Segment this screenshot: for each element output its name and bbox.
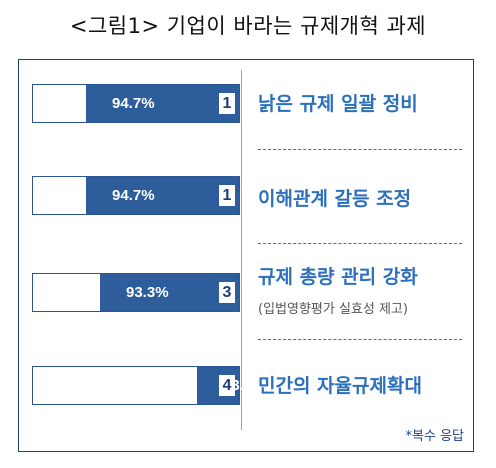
- category-label: 낡은 규제 일괄 정비: [258, 93, 418, 115]
- figure-title: <그림1> 기업이 바라는 규제개혁 과제: [69, 14, 427, 38]
- category-label: 규제 총량 관리 강화: [258, 266, 418, 288]
- bar-value-label: 93.3%: [126, 284, 169, 301]
- bar-track: 94.7% 1: [32, 84, 240, 123]
- bar-track: 94.7% 1: [32, 176, 240, 215]
- footnote: *복수 응답: [405, 429, 464, 444]
- rank-badge: 1: [219, 185, 235, 206]
- category-sublabel: (입법영향평가 실효성 제고): [258, 302, 408, 317]
- row-divider: [258, 243, 462, 244]
- bar-track: 93.3% 3: [32, 273, 240, 312]
- bar-value-label: 94.7%: [112, 187, 155, 204]
- rank-badge: 3: [219, 282, 235, 303]
- chart-frame: [18, 59, 474, 452]
- category-label: 민간의 자율규제확대: [258, 375, 422, 397]
- bar: [86, 177, 239, 214]
- bar-value-label: 94.7%: [112, 95, 155, 112]
- row-divider: [258, 149, 462, 150]
- bar-track: 83.7% 4: [32, 366, 266, 405]
- bar: [100, 274, 239, 311]
- row-divider: [258, 339, 462, 340]
- bar: [86, 85, 239, 122]
- rank-badge: 1: [219, 93, 235, 114]
- rank-badge: 4: [219, 375, 235, 396]
- category-label: 이해관계 갈등 조정: [258, 188, 412, 210]
- vertical-divider: [241, 70, 242, 430]
